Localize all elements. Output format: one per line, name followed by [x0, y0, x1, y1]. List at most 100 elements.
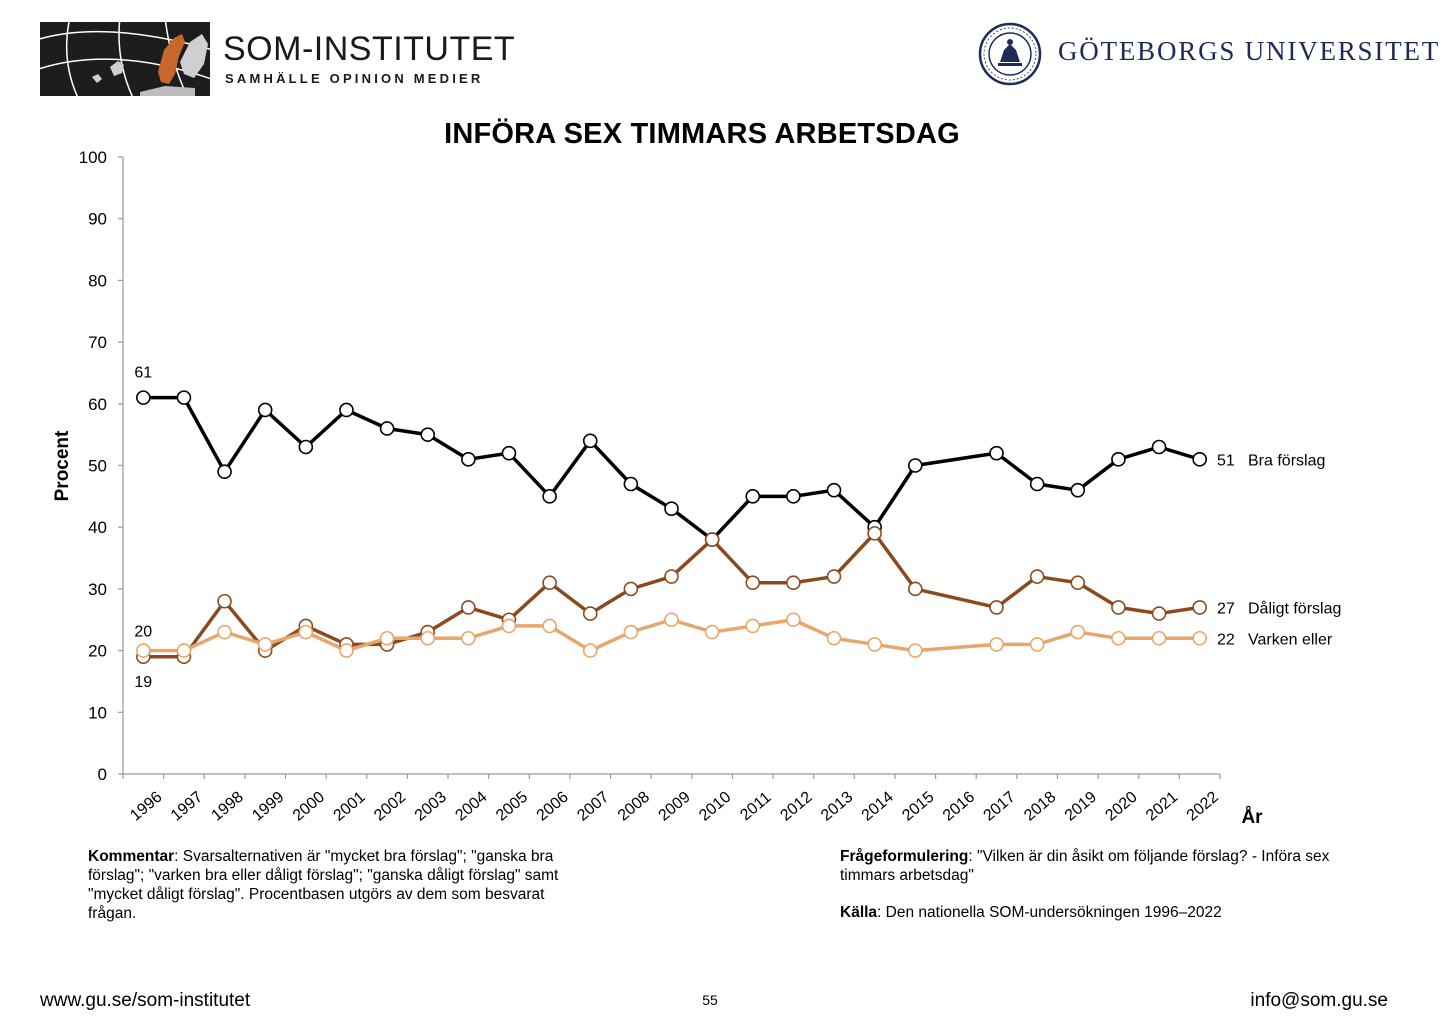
series-name-label: Bra förslag: [1248, 452, 1325, 469]
data-point: [379, 421, 395, 436]
data-point: [1111, 452, 1126, 467]
data-point: [623, 581, 639, 597]
data-point: [664, 612, 679, 628]
series-line-1: [143, 531, 1200, 659]
data-point: [745, 489, 761, 504]
series-end-value: 22: [1217, 631, 1235, 648]
footer-email-link[interactable]: info@som.gu.se: [1250, 990, 1388, 1011]
source-note: Källa: Den nationella SOM-undersökningen…: [840, 903, 1340, 922]
data-point: [461, 452, 476, 467]
chart-series: [136, 390, 1207, 665]
data-point: [501, 445, 517, 461]
x-tick-label: 2001: [330, 789, 368, 825]
data-point: [217, 593, 232, 609]
som-institute-name: SOM-INSTITUTET: [223, 30, 516, 68]
x-tick-label: 2004: [452, 789, 490, 825]
question-text: : "Vilken är din åsikt om följande försl…: [840, 848, 1330, 884]
x-tick-label: 2022: [1184, 789, 1222, 825]
y-tick-label: 100: [79, 148, 107, 167]
y-tick-label: 30: [88, 580, 107, 599]
som-institutet-logo[interactable]: SOM-INSTITUTET SAMHÄLLE OPINION MEDIER: [40, 22, 515, 96]
data-point: [136, 643, 151, 658]
data-point: [1192, 452, 1207, 467]
data-point: [176, 390, 192, 405]
series-name-label: Varken eller: [1248, 631, 1333, 648]
x-tick-label: 2020: [1102, 789, 1140, 825]
data-point: [1111, 600, 1126, 615]
chart-title: INFÖRA SEX TIMMARS ARBETSDAG: [444, 118, 960, 150]
data-point: [136, 390, 151, 405]
x-tick-label: 2008: [615, 789, 653, 825]
data-point: [1070, 624, 1086, 640]
data-point: [298, 439, 314, 455]
y-tick-label: 10: [88, 703, 107, 722]
data-point: [176, 643, 192, 658]
data-point: [217, 624, 232, 640]
data-point: [298, 624, 314, 640]
goteborgs-universitet-logo[interactable]: GÖTEBORGS UNIVERSITET: [978, 22, 1438, 86]
footer-url-link[interactable]: www.gu.se/som-institutet: [40, 990, 251, 1011]
data-point: [339, 643, 354, 658]
source-label: Källa: [840, 904, 878, 921]
data-point: [664, 501, 679, 516]
start-label-bra: 61: [134, 365, 152, 382]
data-point: [745, 618, 761, 634]
data-point: [1070, 575, 1086, 591]
data-point: [1151, 630, 1167, 646]
data-point: [704, 532, 720, 547]
x-tick-label: 2010: [696, 789, 734, 825]
som-institute-tagline: SAMHÄLLE OPINION MEDIER: [225, 71, 484, 86]
data-point: [786, 489, 801, 504]
x-tick-label: 2019: [1062, 789, 1100, 825]
university-seal-icon: [978, 22, 1042, 86]
data-point: [1192, 600, 1207, 615]
data-point: [1029, 476, 1045, 492]
data-point: [582, 606, 598, 621]
data-point: [461, 630, 476, 646]
y-tick-label: 90: [88, 210, 107, 229]
x-tick-label: 2006: [534, 789, 572, 825]
question-label: Frågeformulering: [840, 848, 969, 865]
x-tick-label: 2014: [859, 789, 897, 825]
data-point: [257, 637, 273, 652]
data-point: [257, 402, 273, 418]
page-number: 55: [702, 992, 718, 1008]
x-tick-label: 2016: [940, 789, 978, 825]
university-name: GÖTEBORGS UNIVERSITET: [1058, 36, 1441, 66]
data-point: [786, 575, 801, 591]
data-point: [420, 630, 436, 646]
x-tick-label: 1997: [168, 789, 206, 825]
y-tick-label: 70: [88, 333, 107, 352]
data-point: [1151, 439, 1167, 455]
x-tick-label: 2003: [412, 789, 450, 825]
data-point: [1111, 630, 1126, 646]
data-point: [217, 464, 232, 479]
data-point: [623, 476, 639, 492]
series-name-label: Dåligt förslag: [1248, 599, 1341, 617]
data-point: [704, 624, 720, 640]
y-tick-label: 80: [88, 271, 107, 290]
series-end-value: 51: [1217, 452, 1235, 469]
data-point: [461, 600, 476, 615]
source-text: : Den nationella SOM-undersökningen 1996…: [877, 904, 1222, 921]
start-label-varken: 20: [134, 624, 152, 641]
comment-text: : Svarsalternativen är "mycket bra försl…: [88, 848, 559, 922]
data-point: [745, 575, 761, 591]
data-point: [501, 618, 517, 634]
data-point: [1029, 569, 1045, 584]
data-point: [1029, 637, 1045, 652]
data-point: [1192, 630, 1207, 646]
data-point: [867, 637, 882, 652]
start-label-daligt: 19: [134, 674, 152, 691]
y-tick-label: 20: [88, 642, 107, 661]
x-tick-label: 2015: [899, 789, 937, 825]
data-point: [623, 624, 639, 640]
data-point: [542, 489, 557, 504]
x-tick-label: 2007: [574, 789, 612, 825]
data-point: [1151, 606, 1167, 621]
data-point: [907, 643, 923, 658]
x-tick-label: 2002: [371, 789, 409, 825]
question-note: Frågeformulering: "Vilken är din åsikt o…: [840, 847, 1340, 885]
x-tick-label: 2000: [290, 789, 328, 825]
